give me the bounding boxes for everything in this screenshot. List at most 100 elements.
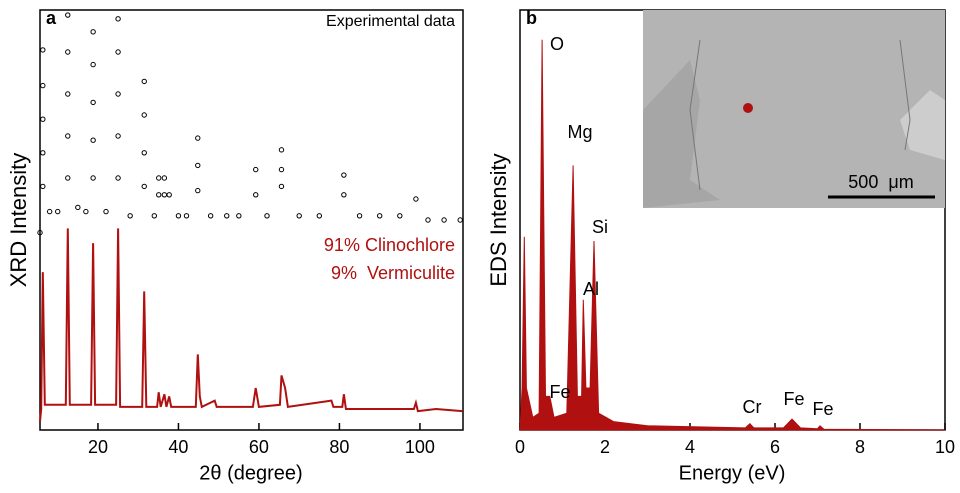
data-point (278, 166, 285, 173)
x-tick-label: 8 (855, 437, 865, 457)
panel-label: b (526, 8, 537, 28)
data-point (65, 12, 71, 18)
data-point (65, 175, 71, 181)
data-point (90, 175, 96, 181)
data-point (341, 172, 347, 178)
data-point (40, 47, 46, 53)
data-point (90, 29, 96, 35)
x-tick-label: 0 (515, 437, 525, 457)
annotation: 91% Clinochlore (324, 235, 455, 255)
data-point (65, 91, 71, 97)
data-point (115, 91, 121, 97)
data-point (141, 183, 147, 190)
data-point (207, 213, 214, 219)
x-tick-label: 20 (88, 437, 108, 457)
data-point (141, 112, 147, 118)
data-point (115, 133, 121, 139)
data-area (519, 39, 946, 431)
data-point (195, 162, 201, 169)
y-axis-label: XRD Intensity (6, 153, 31, 288)
data-point (224, 213, 230, 219)
data-point (278, 147, 285, 153)
data-point (115, 16, 121, 22)
scale-bar-label: 500 μm (848, 172, 913, 192)
y-axis-label: EDS Intensity (486, 153, 511, 286)
data-point (341, 192, 347, 198)
data-point (457, 217, 463, 223)
data-point (296, 213, 302, 219)
data-line (39, 228, 463, 422)
data-point (156, 175, 162, 181)
data-point (161, 192, 168, 198)
data-point (195, 135, 201, 141)
data-point (441, 217, 447, 223)
data-point (166, 192, 172, 198)
data-point (90, 137, 96, 143)
data-point (65, 49, 71, 55)
data-point (75, 204, 81, 211)
data-point (141, 150, 147, 156)
data-point (40, 82, 46, 89)
peak-label: O (550, 34, 564, 54)
data-point (40, 150, 46, 156)
x-axis-label: 2θ (degree) (199, 462, 302, 484)
panel-label: a (46, 8, 57, 28)
data-point (278, 183, 285, 190)
x-tick-label: 6 (770, 437, 780, 457)
x-tick-label: 10 (935, 437, 955, 457)
x-tick-label: 2 (600, 437, 610, 457)
data-point (195, 187, 201, 194)
peak-label: Fe (549, 382, 570, 402)
data-point (55, 208, 61, 215)
data-point (46, 208, 53, 215)
data-point (161, 175, 168, 181)
annotation: 9% Vermiculite (331, 263, 455, 283)
data-point (183, 213, 190, 219)
panel-a-frame (39, 9, 464, 431)
legend-entry: Experimental data (326, 13, 455, 30)
data-point (40, 116, 46, 122)
inset-spot (743, 103, 753, 113)
data-point (141, 78, 147, 85)
peak-label: Fe (812, 399, 833, 419)
x-tick-label: 60 (249, 437, 269, 457)
data-point (127, 213, 133, 219)
data-point (175, 213, 182, 219)
data-point (90, 99, 96, 106)
peak-label: Fe (783, 389, 804, 409)
data-point (151, 213, 158, 219)
data-point (115, 49, 121, 55)
data-point (115, 175, 121, 181)
data-point (264, 213, 270, 219)
x-tick-label: 80 (329, 437, 349, 457)
data-point (156, 192, 162, 198)
data-point (37, 229, 43, 236)
data-point (356, 213, 363, 219)
data-point (397, 213, 403, 219)
inset-edge (689, 39, 911, 191)
x-tick-label: 4 (685, 437, 695, 457)
data-point (236, 213, 242, 219)
data-point (253, 192, 259, 198)
inset-image: 500 μm (643, 10, 945, 208)
data-point (425, 217, 431, 223)
inset-texture (643, 60, 720, 208)
peak-label: Mg (567, 122, 592, 142)
data-point (376, 213, 383, 219)
data-point (413, 196, 419, 202)
x-axis-label: Energy (eV) (679, 462, 786, 484)
data-point (253, 166, 259, 173)
x-tick-label: 40 (168, 437, 188, 457)
x-tick-label: 100 (405, 437, 435, 457)
data-point (65, 133, 71, 139)
peak-label: Cr (743, 397, 762, 417)
peak-label: Al (583, 279, 599, 299)
data-point (103, 208, 109, 215)
data-point (316, 213, 323, 219)
peak-label: Si (592, 217, 608, 237)
data-point (83, 208, 89, 215)
data-point (40, 183, 46, 190)
inset-texture (900, 90, 945, 160)
data-point (90, 61, 96, 68)
